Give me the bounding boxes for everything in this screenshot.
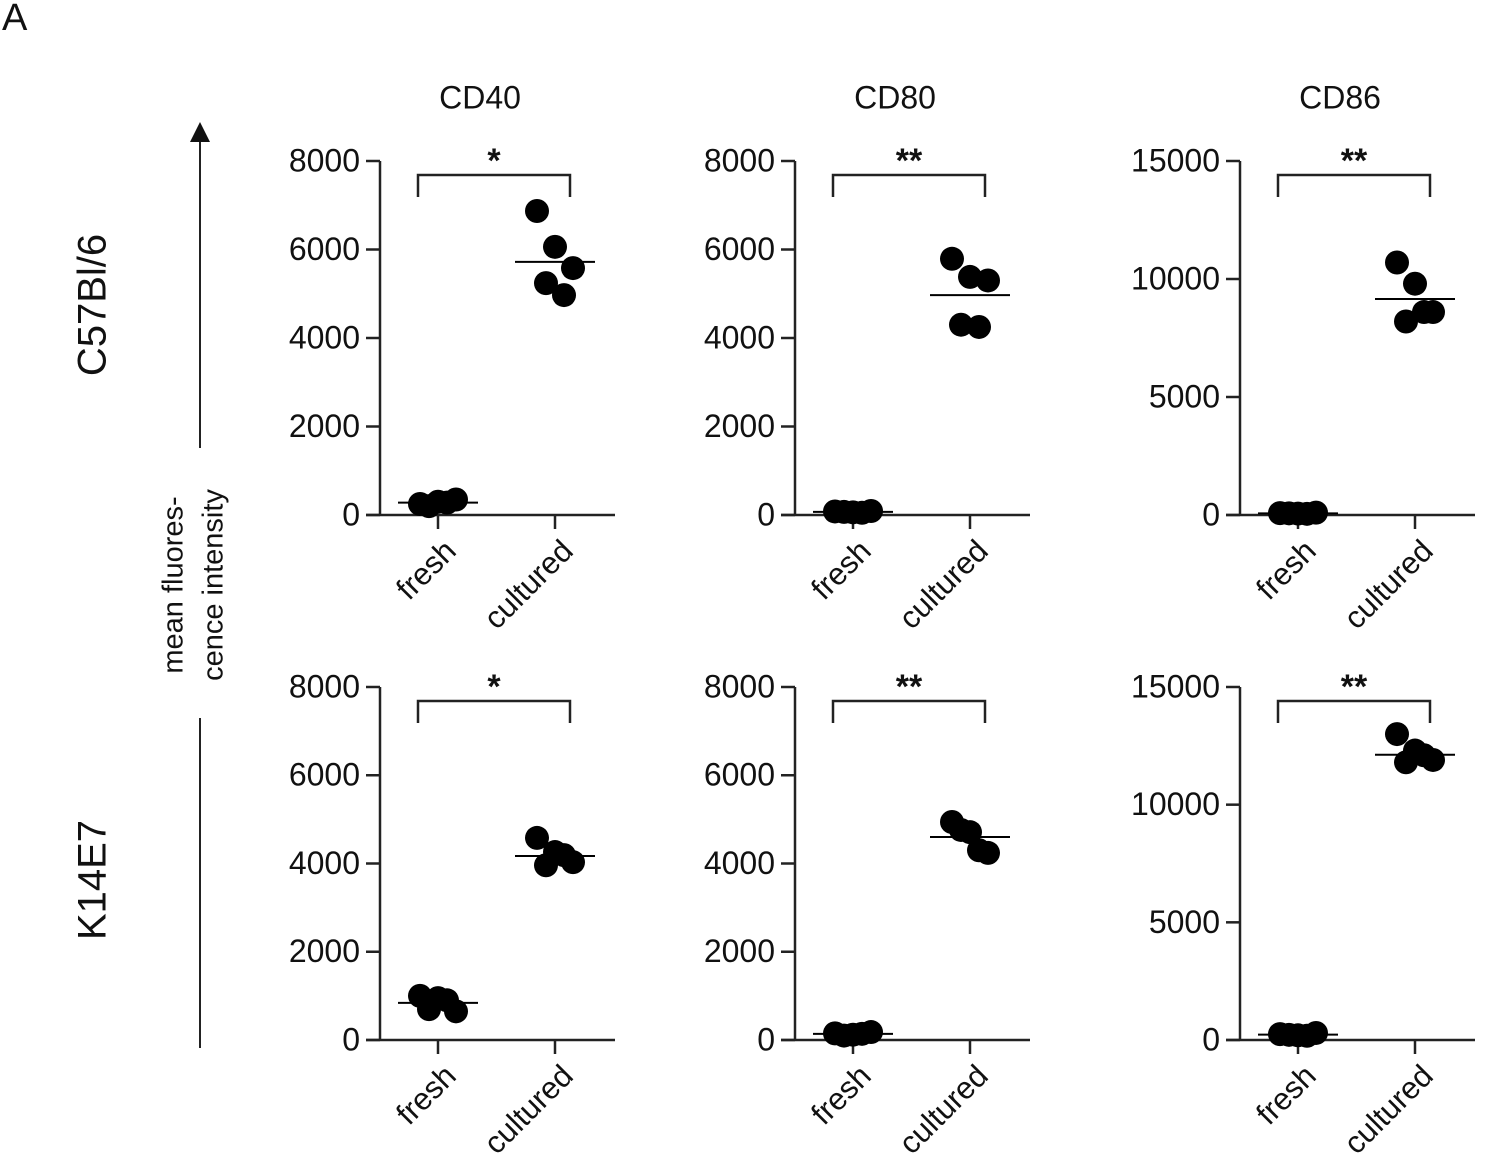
significance-label: ** <box>896 142 923 180</box>
data-point <box>552 283 576 308</box>
data-point <box>534 271 558 296</box>
y-tick-label: 8000 <box>704 668 775 704</box>
x-tick-label: fresh <box>389 533 462 606</box>
data-point <box>958 264 982 289</box>
data-point <box>832 1023 856 1048</box>
y-tick-label: 6000 <box>704 757 775 793</box>
x-tick-label: cultured <box>1337 1058 1440 1161</box>
y-axis-label: mean fluores- <box>158 496 190 673</box>
y-tick-label: 0 <box>342 1021 360 1057</box>
data-point <box>967 314 991 339</box>
panel-label: A <box>2 0 28 39</box>
row-label: K14E7 <box>71 820 115 940</box>
significance-label: * <box>487 142 501 180</box>
x-tick-label: cultured <box>892 1058 995 1161</box>
y-tick-label: 10000 <box>1131 260 1220 296</box>
y-tick-label: 5000 <box>1149 904 1220 940</box>
y-tick-label: 0 <box>1202 1021 1220 1057</box>
y-tick-label: 2000 <box>289 933 360 969</box>
chart-title: CD80 <box>854 79 936 115</box>
y-tick-label: 0 <box>1202 496 1220 532</box>
x-tick-label: fresh <box>1249 533 1322 606</box>
y-tick-label: 10000 <box>1131 786 1220 822</box>
data-point <box>949 312 973 337</box>
significance-label: ** <box>896 668 923 706</box>
y-tick-label: 4000 <box>289 845 360 881</box>
x-tick-label: cultured <box>477 533 580 636</box>
data-point <box>949 817 973 842</box>
data-point <box>525 199 549 224</box>
row-label: C57Bl/6 <box>71 234 115 376</box>
significance-bracket <box>831 173 987 197</box>
y-tick-label: 2000 <box>289 408 360 444</box>
data-point <box>435 988 459 1013</box>
x-tick-label: fresh <box>389 1058 462 1131</box>
y-tick-label: 4000 <box>704 845 775 881</box>
data-point <box>561 256 585 281</box>
data-point <box>1295 1023 1319 1048</box>
data-point <box>976 268 1000 293</box>
significance-label: ** <box>1341 142 1368 180</box>
y-tick-label: 2000 <box>704 408 775 444</box>
data-point <box>1403 271 1427 296</box>
data-point <box>417 494 441 519</box>
data-point <box>1394 750 1418 775</box>
x-tick-label: cultured <box>892 533 995 636</box>
chart-title: CD40 <box>439 79 521 115</box>
data-point <box>1412 300 1436 325</box>
significance-bracket <box>416 173 572 197</box>
x-tick-label: fresh <box>1249 1058 1322 1131</box>
significance-bracket <box>831 699 987 723</box>
y-tick-label: 0 <box>757 1021 775 1057</box>
data-point <box>1394 309 1418 334</box>
significance-bracket <box>1276 699 1432 723</box>
y-tick-label: 15000 <box>1131 668 1220 704</box>
x-tick-label: cultured <box>477 1058 580 1161</box>
y-tick-label: 4000 <box>289 319 360 355</box>
significance-bracket <box>416 699 572 723</box>
data-point <box>940 246 964 271</box>
y-tick-label: 8000 <box>289 668 360 704</box>
y-tick-label: 6000 <box>704 231 775 267</box>
y-tick-label: 15000 <box>1131 142 1220 178</box>
data-point <box>543 234 567 259</box>
y-tick-label: 2000 <box>704 933 775 969</box>
data-point <box>967 838 991 863</box>
x-tick-label: cultured <box>1337 533 1440 636</box>
x-tick-label: fresh <box>804 1058 877 1131</box>
y-tick-label: 4000 <box>704 319 775 355</box>
significance-bracket <box>1276 173 1432 197</box>
y-tick-label: 0 <box>757 496 775 532</box>
y-tick-label: 6000 <box>289 231 360 267</box>
y-axis-label: cence intensity <box>198 489 230 681</box>
data-point <box>1385 722 1409 747</box>
data-point <box>534 853 558 878</box>
significance-label: ** <box>1341 668 1368 706</box>
y-tick-label: 5000 <box>1149 378 1220 414</box>
chart-title: CD86 <box>1299 79 1381 115</box>
y-tick-label: 8000 <box>289 142 360 178</box>
data-point <box>1385 250 1409 275</box>
significance-label: * <box>487 668 501 706</box>
data-point <box>525 825 549 850</box>
y-tick-label: 6000 <box>289 757 360 793</box>
y-tick-label: 8000 <box>704 142 775 178</box>
y-tick-label: 0 <box>342 496 360 532</box>
x-tick-label: fresh <box>804 533 877 606</box>
